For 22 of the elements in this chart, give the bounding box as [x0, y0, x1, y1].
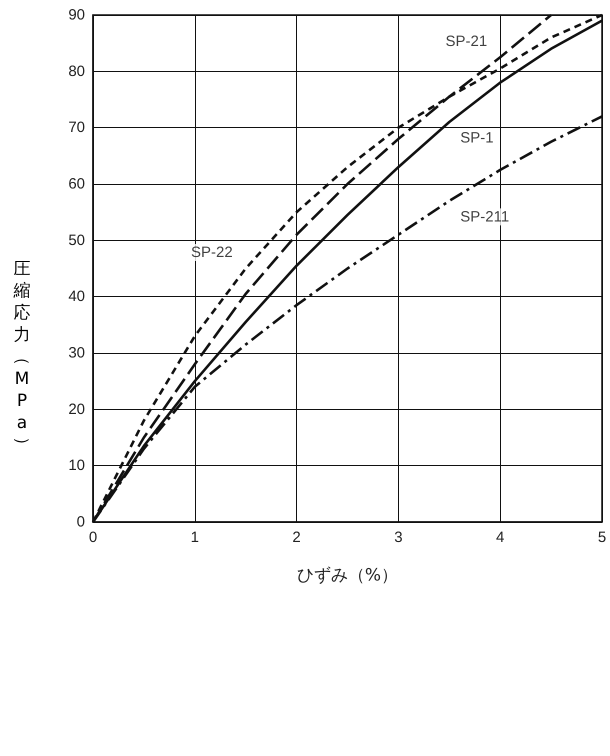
- y-tick-label: 30: [68, 344, 85, 362]
- annotation: SP-21: [445, 32, 488, 50]
- x-tick-label: 0: [88, 529, 98, 546]
- annotation: SP-22: [190, 244, 233, 261]
- y-tick-label: 60: [68, 176, 85, 192]
- y-tick-label: 90: [68, 6, 85, 24]
- y-tick-label: 20: [68, 400, 85, 418]
- x-tick-label: 4: [496, 529, 504, 546]
- annotation: SP-1: [460, 130, 494, 147]
- annotation: SP-211: [460, 208, 510, 226]
- x-tick-label: 2: [292, 529, 301, 546]
- text: 圧縮応力（MPa）: [12, 259, 32, 454]
- x-tick-label: 3: [394, 529, 403, 546]
- y-tick-label: 10: [68, 457, 85, 474]
- y-tick-label: 80: [68, 62, 85, 80]
- y-tick-label: 70: [68, 119, 85, 136]
- y-tick-label: 0: [76, 514, 85, 530]
- x-tick-label: 1: [190, 529, 199, 546]
- x-tick-label: 5: [598, 529, 606, 546]
- y-tick-label: 40: [68, 288, 85, 306]
- x-axis-title: ひずみ（%）: [296, 566, 398, 586]
- y-tick-label: 50: [68, 232, 85, 249]
